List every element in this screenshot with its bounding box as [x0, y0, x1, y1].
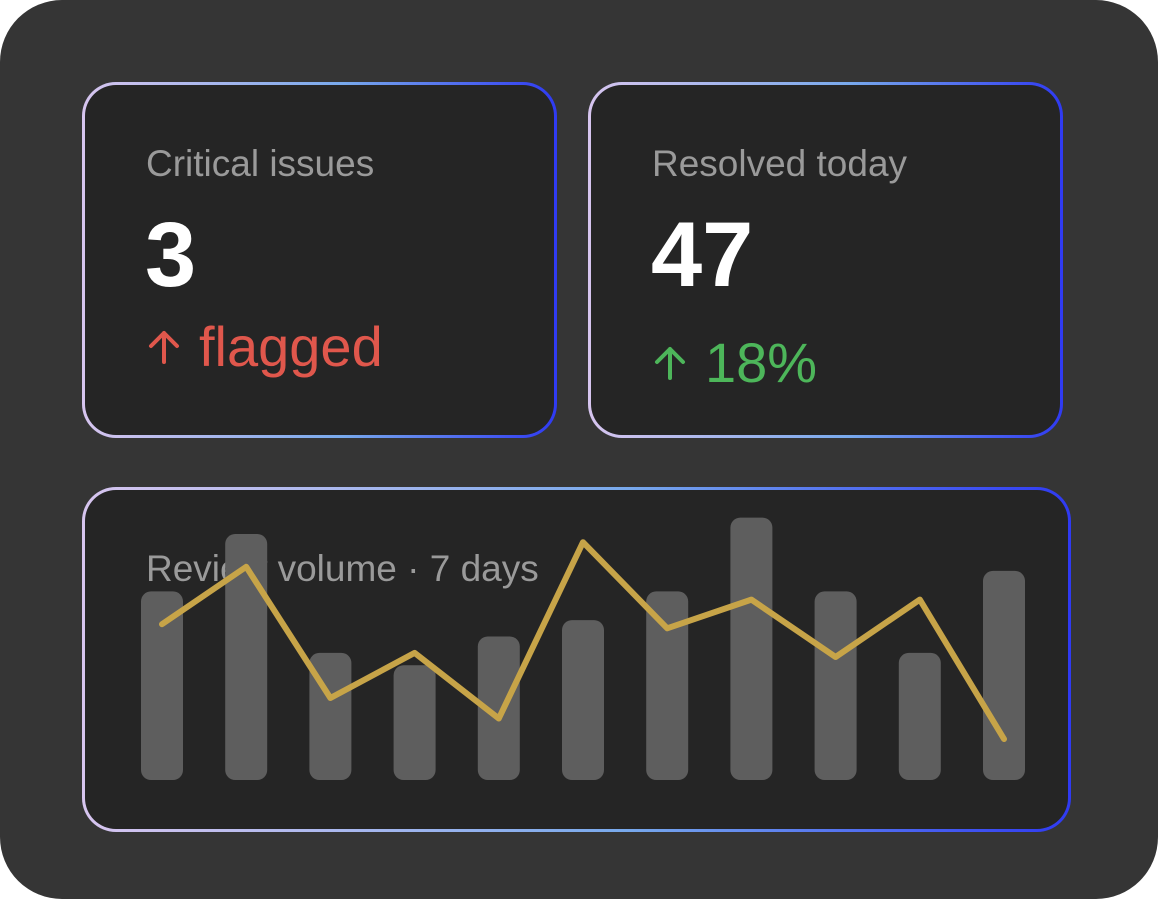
review-volume-label: Review volume · 7 days [146, 548, 539, 589]
resolved-today-label: Resolved today [652, 143, 908, 184]
resolved-today-delta: 18% [651, 335, 817, 391]
review-volume-card[interactable]: Review volume · 7 days [82, 487, 1071, 832]
volume-bar [898, 652, 941, 780]
volume-bar [477, 636, 520, 780]
review-volume-chart [141, 517, 1025, 780]
critical-issues-delta-text: flagged [199, 315, 383, 378]
arrow-up-icon [149, 331, 179, 364]
critical-issues-card[interactable]: Critical issues 3 flagged [82, 82, 557, 438]
volume-bar [393, 665, 436, 780]
volume-bar [225, 534, 268, 780]
resolved-today-delta-text: 18% [705, 331, 818, 394]
resolved-today-value: 47 [651, 204, 754, 306]
volume-bar [646, 591, 689, 780]
volume-bar [983, 570, 1025, 780]
volume-bar [730, 517, 773, 780]
critical-issues-delta: flagged [145, 319, 383, 375]
resolved-today-card[interactable]: Resolved today 47 18% [588, 82, 1063, 438]
critical-issues-label: Critical issues [146, 143, 375, 184]
volume-trend-line [159, 539, 1007, 742]
volume-bar [562, 620, 604, 780]
critical-issues-value: 3 [145, 204, 197, 306]
volume-bar [814, 591, 857, 780]
arrow-up-icon [655, 347, 685, 380]
volume-bar [141, 591, 183, 780]
